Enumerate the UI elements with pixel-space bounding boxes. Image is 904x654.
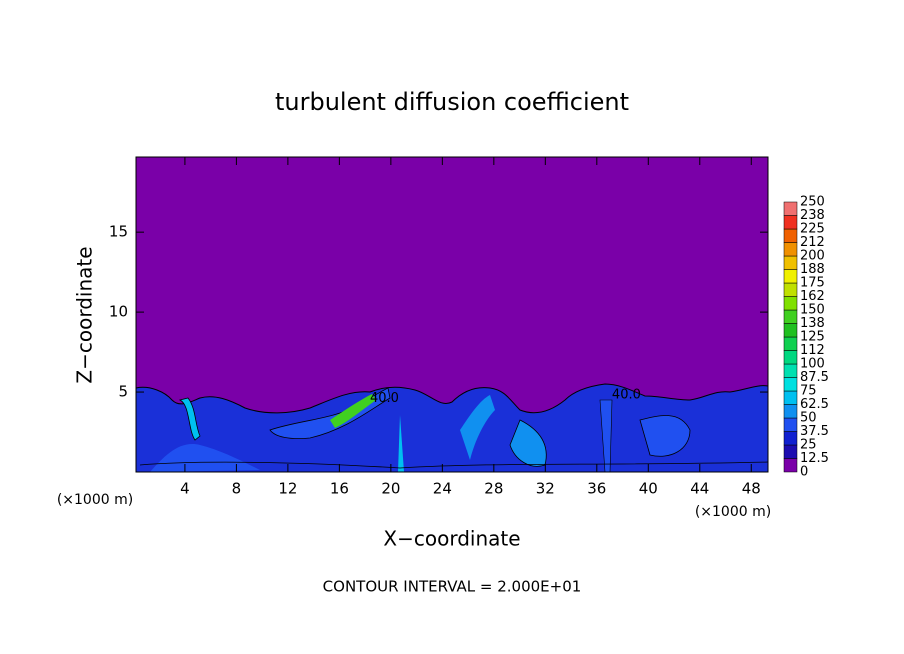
colorbar-label: 125: [800, 330, 825, 345]
colorbar-swatch: [783, 242, 798, 257]
y-unit-label: (×1000 m): [57, 492, 133, 508]
colorbar-swatch: [783, 417, 798, 432]
colorbar-label: 225: [800, 222, 825, 237]
colorbar-swatch: [783, 228, 798, 243]
colorbar-swatch: [783, 201, 798, 216]
colorbar-label: 100: [800, 357, 825, 372]
colorbar-swatch: [783, 323, 798, 338]
colorbar-label: 188: [800, 262, 825, 277]
x-tick-label: 24: [433, 480, 452, 498]
chart-title: turbulent diffusion coefficient: [275, 88, 629, 116]
x-unit-label: (×1000 m): [695, 504, 771, 520]
x-tick-label: 44: [690, 480, 709, 498]
field-patch: [639, 415, 691, 457]
field-patch: [150, 444, 260, 472]
colorbar-label: 62.5: [800, 397, 829, 412]
colorbar-label: 37.5: [800, 424, 829, 439]
colorbar-label: 212: [800, 235, 825, 250]
y-axis-label: Z−coordinate: [73, 246, 97, 383]
colorbar-swatch: [783, 215, 798, 230]
colorbar-label: 200: [800, 249, 825, 264]
colorbar-swatch: [783, 282, 798, 297]
colorbar-label: 75: [800, 384, 817, 399]
colorbar-swatch: [783, 309, 798, 324]
y-tick-label: 15: [109, 223, 128, 241]
y-tick-label: 10: [109, 303, 128, 321]
colorbar-label: 150: [800, 303, 825, 318]
colorbar-label: 175: [800, 276, 825, 291]
colorbar-label: 25: [800, 438, 817, 453]
field: [135, 383, 769, 473]
plot-frame: [135, 156, 769, 473]
x-tick-label: 4: [180, 480, 190, 498]
field-patch: [269, 387, 391, 439]
x-axis-label: X−coordinate: [383, 527, 520, 551]
colorbar-swatch: [783, 404, 798, 419]
y-tick-label: 5: [118, 383, 128, 401]
colorbar-swatch: [783, 458, 798, 473]
footnote: CONTOUR INTERVAL = 2.000E+01: [323, 578, 582, 596]
colorbar-label: 50: [800, 411, 817, 426]
colorbar-label: 0: [800, 465, 808, 480]
colorbar-swatch: [783, 377, 798, 392]
colorbar-swatch: [783, 390, 798, 405]
field-patch: [178, 397, 201, 441]
colorbar-swatch: [783, 363, 798, 378]
colorbar-swatch: [783, 336, 798, 351]
colorbar-swatch: [783, 431, 798, 446]
colorbar-swatch: [783, 296, 798, 311]
colorbar-swatch: [783, 255, 798, 270]
colorbar-label: 112: [800, 343, 825, 358]
colorbar-label: 238: [800, 208, 825, 223]
contour-label: 40.0: [370, 391, 399, 406]
colorbar-swatch: [783, 350, 798, 365]
x-tick-label: 12: [278, 480, 297, 498]
x-tick-label: 20: [381, 480, 400, 498]
colorbar-label: 12.5: [800, 451, 829, 466]
x-tick-label: 8: [232, 480, 242, 498]
x-tick-label: 28: [484, 480, 503, 498]
x-tick-label: 32: [536, 480, 555, 498]
colorbar-label: 87.5: [800, 370, 829, 385]
colorbar-label: 162: [800, 289, 825, 304]
x-tick-label: 16: [330, 480, 349, 498]
colorbar-label: 250: [800, 195, 825, 210]
field-patch: [330, 394, 376, 428]
x-tick-label: 48: [742, 480, 761, 498]
x-tick-label: 36: [587, 480, 606, 498]
colorbar-swatch: [783, 269, 798, 284]
field-patch: [398, 415, 404, 472]
colorbar-swatch: [783, 444, 798, 459]
contour-label: 40.0: [612, 388, 641, 403]
contour-line: [139, 461, 769, 469]
colorbar-label: 138: [800, 316, 825, 331]
x-tick-label: 40: [639, 480, 658, 498]
field-patch: [460, 395, 495, 460]
